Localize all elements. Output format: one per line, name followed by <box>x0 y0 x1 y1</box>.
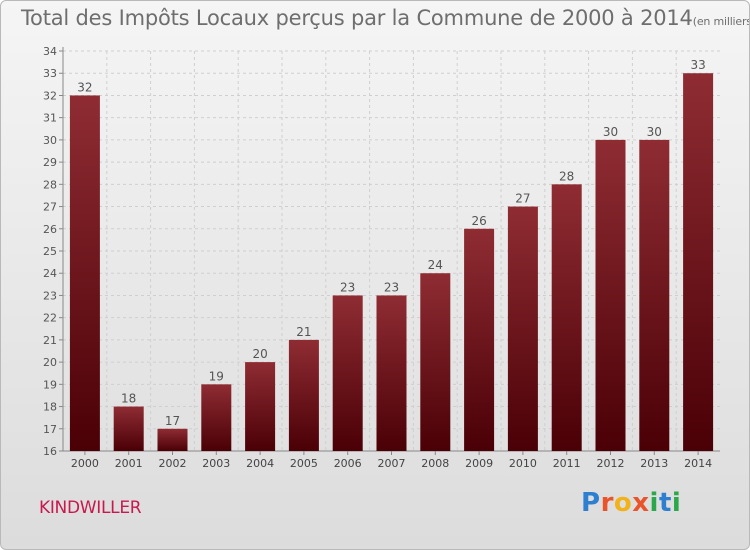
bar-value-label: 21 <box>296 325 311 339</box>
logo-letter: r <box>600 488 614 518</box>
logo-letter: x <box>632 488 650 518</box>
y-tick-label: 34 <box>43 45 57 58</box>
bar <box>551 184 582 452</box>
logo-letter: t <box>658 488 672 518</box>
y-tick-label: 22 <box>43 312 57 325</box>
bar <box>376 295 407 451</box>
bar <box>113 406 144 451</box>
x-tick-label: 2009 <box>465 457 493 470</box>
y-tick-label: 32 <box>43 89 57 102</box>
y-tick-label: 19 <box>43 378 57 391</box>
bar <box>639 139 670 451</box>
y-tick-label: 28 <box>43 178 57 191</box>
y-tick-label: 27 <box>43 201 57 214</box>
bar-value-label: 24 <box>428 258 443 272</box>
x-tick-label: 2008 <box>421 457 449 470</box>
x-tick-label: 2003 <box>202 457 230 470</box>
logo-letter: o <box>613 488 633 518</box>
y-tick-label: 24 <box>43 267 57 280</box>
bar <box>683 73 714 451</box>
x-tick-label: 2007 <box>378 457 406 470</box>
chart-unit-label: (en milliers d'€) <box>692 15 750 28</box>
bar <box>245 362 276 451</box>
proxiti-logo: Proxiti <box>581 488 681 518</box>
bar <box>464 228 495 451</box>
y-tick-label: 31 <box>43 112 57 125</box>
bar-value-label: 32 <box>77 80 92 94</box>
chart-title: Total des Impôts Locaux perçus par la Co… <box>21 6 750 30</box>
x-tick-label: 2013 <box>640 457 668 470</box>
chart-title-text: Total des Impôts Locaux perçus par la Co… <box>21 6 693 30</box>
x-tick-label: 2010 <box>509 457 537 470</box>
y-tick-label: 18 <box>43 401 57 414</box>
bar-value-label: 33 <box>690 58 705 72</box>
x-tick-label: 2001 <box>115 457 143 470</box>
x-tick-label: 2004 <box>246 457 274 470</box>
bar-value-label: 30 <box>647 125 662 139</box>
logo-letter: i <box>671 488 682 518</box>
bar-value-label: 28 <box>559 169 574 183</box>
y-tick-label: 33 <box>43 67 57 80</box>
bar-value-label: 17 <box>165 414 180 428</box>
y-tick-label: 17 <box>43 423 57 436</box>
bar <box>201 384 232 451</box>
bar-value-label: 18 <box>121 392 136 406</box>
bar-value-label: 30 <box>603 125 618 139</box>
y-tick-label: 30 <box>43 134 57 147</box>
logo-letter: i <box>649 488 659 518</box>
x-tick-label: 2014 <box>684 457 712 470</box>
y-tick-label: 20 <box>43 356 57 369</box>
bar <box>157 428 188 451</box>
y-tick-label: 29 <box>43 156 57 169</box>
y-tick-label: 23 <box>43 289 57 302</box>
bar <box>420 273 451 451</box>
x-tick-label: 2006 <box>334 457 362 470</box>
x-tick-label: 2005 <box>290 457 318 470</box>
logo-letter: P <box>581 488 601 518</box>
bar <box>507 206 538 451</box>
y-tick-label: 26 <box>43 223 57 236</box>
bar-value-label: 23 <box>384 280 399 294</box>
bar <box>332 295 363 451</box>
x-tick-label: 2012 <box>597 457 625 470</box>
bar <box>69 95 100 451</box>
bar-value-label: 23 <box>340 280 355 294</box>
bar-value-label: 26 <box>471 214 486 228</box>
bar <box>288 339 319 451</box>
y-tick-label: 16 <box>43 445 57 458</box>
bar-value-label: 27 <box>515 192 530 206</box>
bar <box>595 139 626 451</box>
x-tick-label: 2000 <box>71 457 99 470</box>
labels: 32 2000 18 2001 17 2002 19 2003 20 2004 21 2005 23 20… <box>71 58 712 470</box>
x-tick-label: 2002 <box>159 457 187 470</box>
bar-value-label: 20 <box>252 347 267 361</box>
commune-name: KINDWILLER <box>39 498 142 518</box>
bars <box>69 73 714 452</box>
y-tick-label: 25 <box>43 245 57 258</box>
bar-value-label: 19 <box>209 369 224 383</box>
y-tick-label: 21 <box>43 334 57 347</box>
x-tick-label: 2011 <box>553 457 581 470</box>
